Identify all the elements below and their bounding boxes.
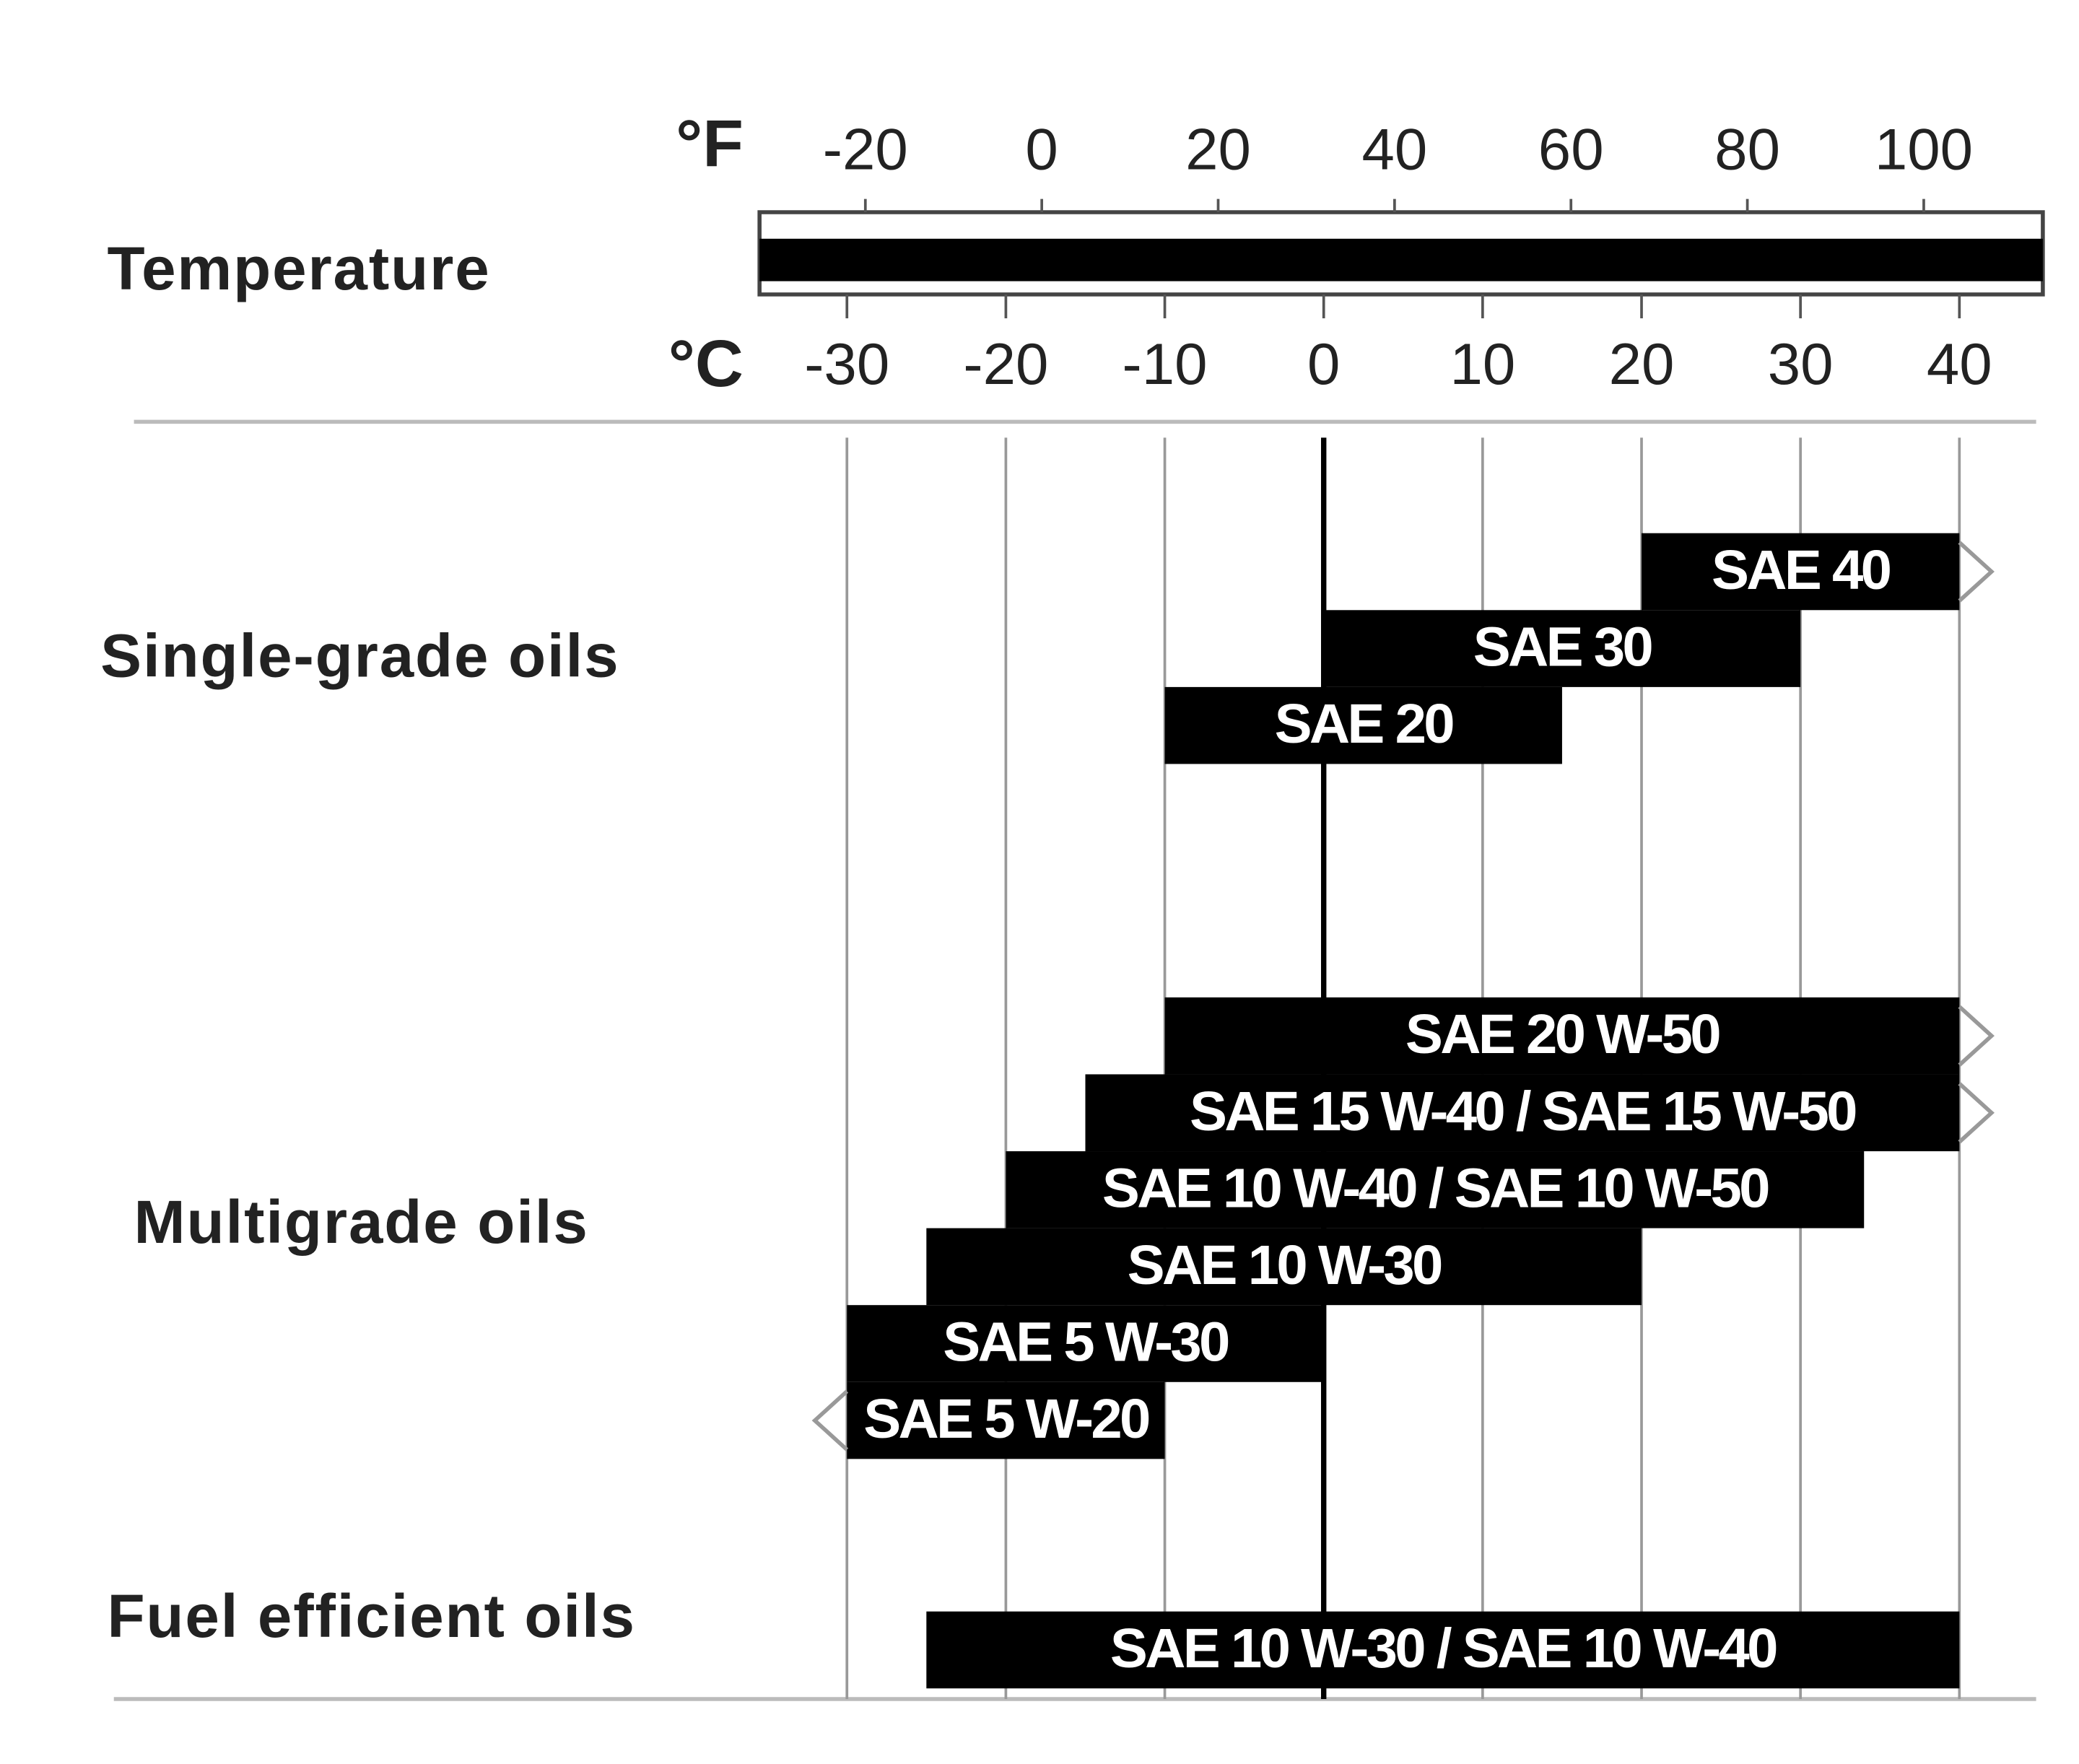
bar-label: SAE 15 W-40 / SAE 15 W-50	[1190, 1080, 1855, 1143]
bar-label: SAE 20	[1275, 694, 1453, 756]
bar-label: SAE 10 W-40 / SAE 10 W-50	[1102, 1158, 1768, 1220]
bar	[847, 1305, 1324, 1382]
x2-unit: °F	[676, 105, 744, 180]
x-tick-label: 40	[1927, 332, 1992, 398]
bar	[1164, 997, 1960, 1075]
arrow	[811, 1389, 849, 1451]
x-tick-label: -10	[1123, 332, 1208, 398]
x2-tick-label: 80	[1714, 117, 1780, 183]
bar-label: SAE 20 W-50	[1405, 1004, 1720, 1066]
x-tick-label: 20	[1609, 332, 1675, 398]
bar	[1006, 1151, 1865, 1228]
bar-label: SAE 10 W-30 / SAE 10 W-40	[1110, 1617, 1776, 1680]
group-label: Single-grade oils	[100, 621, 619, 690]
x-unit: °C	[668, 326, 744, 401]
bar	[1085, 1074, 1960, 1152]
group-label: Multigrade oils	[134, 1187, 589, 1256]
temperature-band	[759, 238, 2043, 281]
bar-label: SAE 30	[1473, 616, 1652, 678]
axis-label: Temperature	[107, 234, 490, 302]
arrow	[1958, 1005, 1995, 1067]
x2-tick-label: 60	[1538, 117, 1604, 183]
bar	[1642, 533, 1960, 611]
x2-tick-label: 100	[1875, 117, 1973, 183]
x-tick-label: 30	[1768, 332, 1834, 398]
bar	[926, 1611, 1960, 1689]
x2-tick-label: 0	[1025, 117, 1058, 183]
x2-tick-label: 20	[1185, 117, 1251, 183]
bar-label: SAE 40	[1712, 539, 1890, 601]
bar-label: SAE 10 W-30	[1128, 1234, 1442, 1296]
bar-label: SAE 5 W-30	[943, 1311, 1228, 1374]
x2-tick-label: 40	[1361, 117, 1427, 183]
x-tick-label: -30	[804, 332, 889, 398]
x-tick-label: -20	[963, 332, 1048, 398]
bar-label: SAE 5 W-20	[863, 1388, 1149, 1450]
arrow	[1958, 1082, 1995, 1144]
x-tick-label: 0	[1307, 332, 1340, 398]
bar	[1323, 610, 1801, 687]
bar	[1164, 686, 1562, 764]
x2-tick-label: -20	[823, 117, 908, 183]
group-label: Fuel efficient oils	[107, 1581, 635, 1650]
bar	[926, 1228, 1642, 1306]
arrow	[1958, 541, 1995, 603]
bar	[847, 1381, 1165, 1459]
x-tick-label: 10	[1450, 332, 1515, 398]
